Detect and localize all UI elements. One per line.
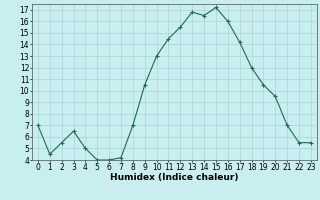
X-axis label: Humidex (Indice chaleur): Humidex (Indice chaleur) [110,173,239,182]
